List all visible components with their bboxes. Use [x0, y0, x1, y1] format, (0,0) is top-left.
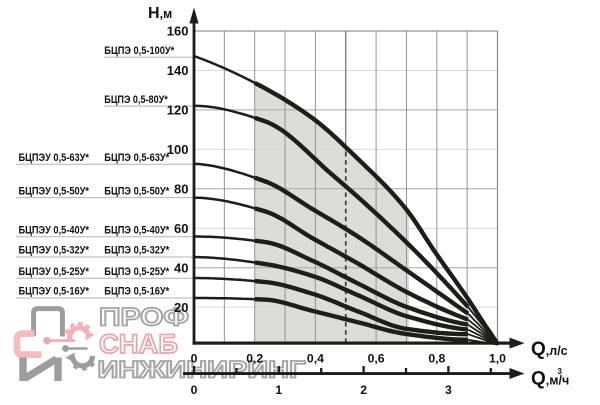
svg-text:3: 3 [445, 383, 452, 397]
svg-text:БЦПЭ 0,5-50У*: БЦПЭ 0,5-50У* [104, 185, 170, 197]
svg-text:80: 80 [174, 181, 188, 196]
svg-text:БЦПЭ 0,5-100У*: БЦПЭ 0,5-100У* [104, 45, 175, 57]
svg-text:БЦПЭУ 0,5-63У*: БЦПЭУ 0,5-63У* [19, 152, 90, 164]
svg-text:0: 0 [191, 352, 198, 366]
svg-text:БЦПЭ 0,5-63У*: БЦПЭ 0,5-63У* [104, 152, 170, 164]
svg-text:100: 100 [167, 142, 189, 157]
svg-text:БЦПЭ 0,5-25У*: БЦПЭ 0,5-25У* [104, 266, 170, 278]
svg-text:ПРОФ: ПРОФ [99, 304, 189, 332]
svg-text:БЦПЭ 0,5-16У*: БЦПЭ 0,5-16У* [104, 286, 170, 298]
svg-text:60: 60 [174, 221, 188, 236]
svg-text:20: 20 [174, 300, 188, 315]
svg-text:БЦПЭУ 0,5-50У*: БЦПЭУ 0,5-50У* [19, 185, 90, 197]
svg-text:БЦПЭУ 0,5-40У*: БЦПЭУ 0,5-40У* [19, 225, 90, 237]
svg-text:БЦПЭУ 0,5-25У*: БЦПЭУ 0,5-25У* [19, 266, 90, 278]
svg-text:Н,м: Н,м [148, 5, 172, 22]
svg-text:Q,л/с: Q,л/с [531, 339, 568, 360]
svg-text:БЦПЭ 0,5-80У*: БЦПЭ 0,5-80У* [104, 94, 168, 106]
svg-text:0,4: 0,4 [307, 352, 324, 366]
svg-text:БЦПЭУ 0,5-16У*: БЦПЭУ 0,5-16У* [19, 286, 90, 298]
svg-text:1: 1 [275, 383, 282, 397]
svg-text:ИНЖИНИРИНГ: ИНЖИНИРИНГ [98, 357, 306, 383]
svg-text:1,0: 1,0 [489, 352, 506, 366]
svg-text:140: 140 [167, 63, 189, 78]
svg-text:Q,м/ч: Q,м/ч [531, 369, 569, 390]
svg-text:СНАБ: СНАБ [99, 329, 178, 359]
svg-text:120: 120 [167, 103, 189, 118]
svg-text:3: 3 [558, 367, 563, 376]
svg-text:40: 40 [174, 260, 188, 275]
svg-text:0,2: 0,2 [246, 352, 263, 366]
svg-text:0,8: 0,8 [428, 352, 445, 366]
svg-text:0: 0 [191, 383, 198, 397]
svg-text:2: 2 [360, 383, 367, 397]
svg-text:БЦПЭУ 0,5-32У*: БЦПЭУ 0,5-32У* [19, 245, 90, 257]
svg-text:160: 160 [167, 24, 189, 39]
svg-text:0,6: 0,6 [368, 352, 385, 366]
svg-text:БЦПЭ 0,5-32У*: БЦПЭ 0,5-32У* [104, 245, 170, 257]
svg-text:БЦПЭ 0,5-40У*: БЦПЭ 0,5-40У* [104, 225, 170, 237]
